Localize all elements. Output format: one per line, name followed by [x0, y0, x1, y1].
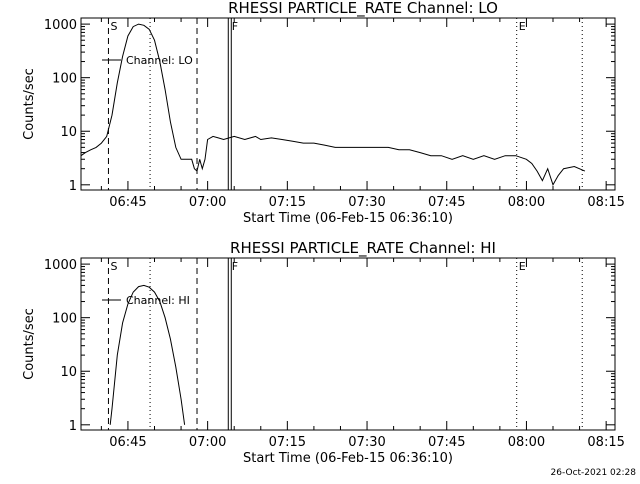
y-tick-label: 1000 — [44, 258, 77, 273]
chart-title: RHESSI PARTICLE_RATE Channel: HI — [230, 239, 496, 258]
event-marker-label: S — [110, 20, 117, 33]
y-tick-label: 10 — [60, 125, 77, 140]
event-marker-label: F — [232, 20, 238, 33]
y-tick-label: 1000 — [44, 18, 77, 33]
event-marker-label: E — [519, 260, 526, 273]
chart-panel-1: RHESSI PARTICLE_RATE Channel: LO 1 10 100 10… — [22, 0, 625, 226]
y-tick-label: 100 — [52, 312, 77, 327]
x-tick-label: 07:30 — [348, 195, 385, 210]
event-marker-label: S — [110, 260, 117, 273]
legend-label: Channel: LO — [126, 54, 193, 67]
y-axis-label: Counts/sec — [22, 308, 37, 380]
x-tick-label: 07:15 — [269, 195, 306, 210]
x-tick-label: 08:15 — [587, 195, 624, 210]
x-tick-label: 06:45 — [109, 195, 146, 210]
x-axis-label: Start Time (06-Feb-15 06:36:10) — [243, 451, 453, 466]
plot-frame — [80, 17, 616, 191]
y-tick-label: 1 — [69, 179, 77, 194]
series-line-0 — [80, 23, 586, 187]
x-tick-label: 08:00 — [508, 435, 545, 450]
x-tick-label: 07:45 — [428, 195, 465, 210]
x-tick-label: 07:30 — [348, 435, 385, 450]
y-tick-label: 10 — [60, 365, 77, 380]
y-axis-label: Counts/sec — [22, 68, 37, 140]
x-tick-label: 07:00 — [189, 435, 226, 450]
x-tick-label: 07:45 — [428, 435, 465, 450]
x-tick-label: 08:00 — [508, 195, 545, 210]
legend-label: Channel: HI — [126, 294, 190, 307]
event-marker-label: F — [232, 260, 238, 273]
x-axis-label: Start Time (06-Feb-15 06:36:10) — [243, 211, 453, 226]
x-tick-label: 07:00 — [189, 195, 226, 210]
y-tick-label: 100 — [52, 72, 77, 87]
series-line-0 — [109, 284, 186, 425]
chart-panel-2: RHESSI PARTICLE_RATE Channel: HI 1 10 100 10… — [22, 239, 625, 466]
x-tick-label: 08:15 — [587, 435, 624, 450]
event-marker-label: E — [519, 20, 526, 33]
x-tick-label: 07:15 — [269, 435, 306, 450]
plot-frame — [80, 257, 616, 431]
timestamp: 26-Oct-2021 02:28 — [551, 468, 637, 478]
y-tick-label: 1 — [69, 419, 77, 434]
x-tick-label: 06:45 — [109, 435, 146, 450]
chart-title: RHESSI PARTICLE_RATE Channel: LO — [228, 0, 498, 18]
